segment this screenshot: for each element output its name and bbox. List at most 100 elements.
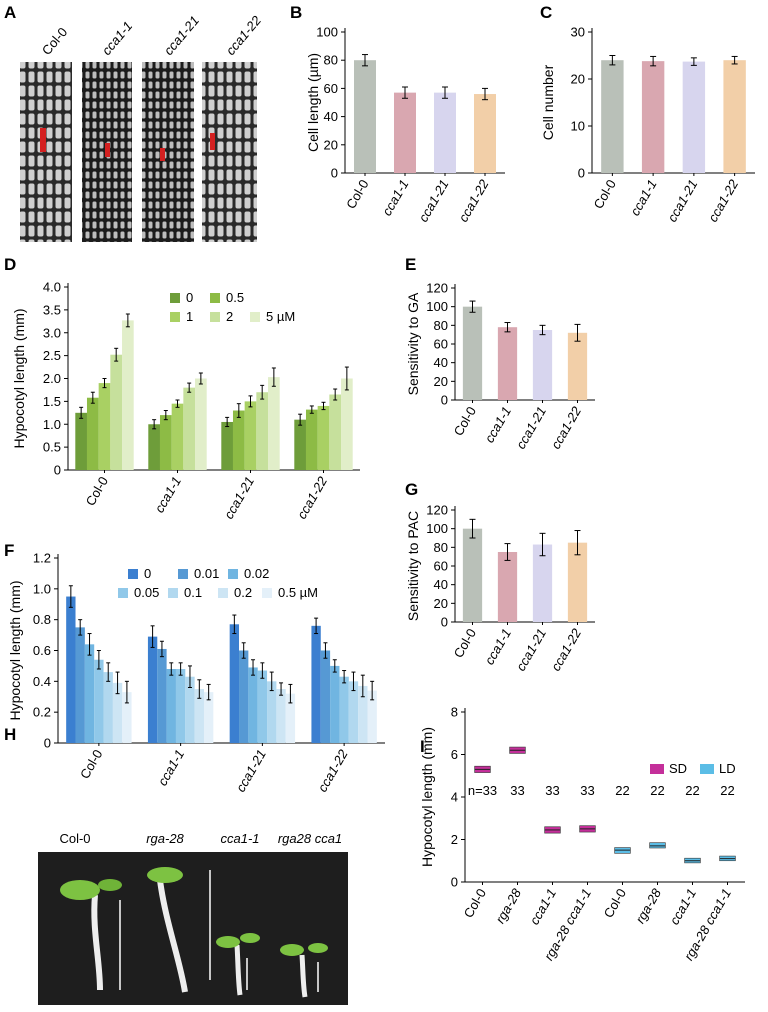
y-axis-label: Hypocotyl length (mm) [7,580,23,720]
y-tick-label: 20 [324,137,338,152]
y-tick-label: 8 [451,705,458,720]
legend-label: 0 [144,566,151,581]
x-tick-label: cca1-21 [415,177,451,225]
image-label: cca1-1 [220,831,259,846]
legend-label: 0.1 [184,585,202,600]
legend-swatch [210,312,220,322]
cell-marker [105,143,110,157]
y-tick-label: 3.0 [43,325,61,340]
bar [84,644,95,743]
seedling [157,879,188,993]
legend-swatch [210,293,220,303]
bar [232,410,245,470]
x-tick-label: Col-0 [590,177,619,211]
bar [341,378,353,470]
cotyledon [147,867,183,883]
y-tick-label: 4.0 [43,280,61,295]
panel-letter: B [290,3,302,22]
x-tick-label: Col-0 [461,886,490,920]
bar [94,659,104,743]
bar [367,690,377,743]
x-tick-label: cca1-22 [548,403,584,451]
bar [497,552,518,622]
legend-label: 0.01 [194,566,219,581]
bar [567,542,588,622]
n-label: n=33 [468,783,497,798]
y-tick-label: 40 [434,355,448,370]
y-tick-label: 0 [331,166,338,181]
bar [294,419,306,470]
y-tick-label: 20 [434,374,448,389]
bar [157,648,167,743]
bar [256,392,269,470]
y-tick-label: 1.0 [33,581,51,596]
x-tick-label: Col-0 [601,886,630,920]
y-tick-label: 0 [44,736,51,751]
legend-label: 0 [186,290,193,305]
cell-marker [40,128,46,152]
bar [567,332,588,400]
y-axis-label: Sensitivity to PAC [405,511,421,621]
y-tick-label: 2.5 [43,348,61,363]
image-label: Col-0 [39,24,70,57]
y-tick-label: 100 [316,25,338,40]
legend-label: 0.2 [234,585,252,600]
bar [239,650,249,743]
y-tick-label: 0 [578,166,585,181]
bar [462,528,483,622]
bar [320,650,331,743]
legend-swatch [168,588,178,598]
cotyledon [280,944,304,956]
y-tick-label: 0.6 [33,643,51,658]
n-label: 22 [720,783,734,798]
bar [285,693,296,743]
y-tick-label: 100 [426,299,448,314]
bar [434,92,456,173]
bar [112,682,123,743]
bar [317,405,330,470]
y-tick-label: 0.2 [33,705,51,720]
x-tick-label: Col-0 [343,177,372,211]
cotyledon [216,936,240,948]
y-tick-label: 120 [426,503,448,518]
bar [601,60,624,174]
x-tick-label: cca1-21 [221,474,257,522]
image-label: Col-0 [59,831,90,846]
y-tick-label: 0 [441,393,448,408]
y-tick-label: 20 [571,72,585,87]
y-tick-label: 30 [571,25,585,40]
seedling [91,894,103,991]
cell-marker [210,133,215,150]
x-tick-label: Col-0 [451,404,480,438]
panel-letter: G [405,480,418,499]
cotyledon [98,879,122,891]
panel-letter: F [4,541,14,560]
n-label: 22 [650,783,664,798]
legend-label: 0.5 [226,290,244,305]
y-tick-label: 80 [434,318,448,333]
y-tick-label: 6 [451,747,458,762]
bar [110,354,123,470]
bar [462,306,483,400]
bar [166,669,176,743]
legend-label: 2 [226,309,233,324]
bar [98,383,111,470]
x-tick-label: rga-28 [492,885,524,926]
y-tick-label: 80 [434,540,448,555]
legend-swatch [178,569,188,579]
y-tick-label: 10 [571,119,585,134]
bar [148,424,160,470]
x-tick-label: cca1-1 [527,886,560,927]
bar [268,377,280,470]
x-tick-label: cca1-1 [482,626,515,667]
bar [723,60,746,174]
x-tick-label: cca1-1 [482,404,515,445]
bar [183,387,196,470]
micrograph [142,62,194,242]
y-tick-label: 1.0 [43,417,61,432]
bar [75,627,85,743]
bar [267,681,277,743]
bar [66,596,76,743]
x-tick-label: cca1-21 [233,747,269,795]
y-tick-label: 2 [451,832,458,847]
